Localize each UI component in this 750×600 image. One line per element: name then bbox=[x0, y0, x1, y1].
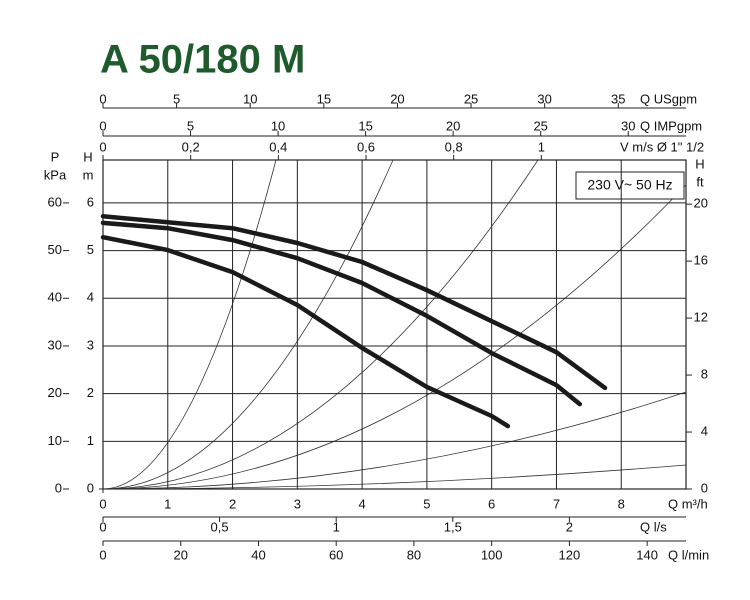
system-curve bbox=[102, 159, 394, 490]
x-tick-label: 5 bbox=[173, 91, 180, 106]
y-axis-label: H bbox=[83, 149, 92, 164]
axis-label: P bbox=[51, 149, 60, 164]
x-tick-label: 120 bbox=[559, 547, 581, 562]
x-tick-label: 40 bbox=[251, 547, 265, 562]
x-tick-label: 20 bbox=[446, 118, 460, 133]
y-tick-label: 60 bbox=[48, 194, 62, 209]
x-tick-label: 30 bbox=[621, 118, 635, 133]
y-tick-label: 8 bbox=[701, 366, 708, 381]
x-tick-label: 0,6 bbox=[357, 139, 375, 154]
y-tick-label: 40 bbox=[48, 290, 62, 305]
axis-label: V m/s Ø 1" 1/2 bbox=[620, 139, 704, 154]
x-tick-label: 1,5 bbox=[444, 519, 462, 534]
x-tick-label: 100 bbox=[481, 547, 503, 562]
x-tick-label: 80 bbox=[407, 547, 421, 562]
y-tick-label: 20 bbox=[694, 196, 708, 211]
y-tick-label: 10 bbox=[48, 433, 62, 448]
x-tick-label: 6 bbox=[488, 496, 495, 511]
x-tick-label: 1 bbox=[164, 496, 171, 511]
system-curves bbox=[102, 159, 687, 490]
y-tick-label: 3 bbox=[87, 337, 94, 352]
pump-curve bbox=[100, 214, 608, 391]
y-tick-label: 4 bbox=[701, 423, 708, 438]
x-tick-label: 3 bbox=[294, 496, 301, 511]
y-tick-label: 30 bbox=[48, 337, 62, 352]
y-tick-label: 16 bbox=[694, 253, 708, 268]
x-tick-label: 25 bbox=[464, 91, 478, 106]
plot-frame bbox=[102, 159, 687, 490]
y-tick-label: 6 bbox=[87, 194, 94, 209]
y-tick-label: 4 bbox=[87, 290, 94, 305]
system-curve bbox=[102, 159, 539, 490]
y-tick-label: 12 bbox=[694, 310, 708, 325]
pump-curve bbox=[100, 220, 583, 407]
chart-title: A 50/180 M bbox=[100, 38, 305, 82]
x-tick-label: 30 bbox=[537, 91, 551, 106]
x-tick-label: 5 bbox=[187, 118, 194, 133]
x-tick-label: 8 bbox=[618, 496, 625, 511]
axis-label: kPa bbox=[44, 167, 67, 182]
x-tick-label: 2 bbox=[566, 519, 573, 534]
y-tick-label: 2 bbox=[87, 385, 94, 400]
x-tick-label: 20 bbox=[173, 547, 187, 562]
x-axis-label: Q m³/h bbox=[668, 496, 708, 511]
y-tick-label: 20 bbox=[48, 385, 62, 400]
y-tick-label: 0 bbox=[701, 480, 708, 495]
x-tick-label: 0 bbox=[99, 139, 106, 154]
x-tick-label: 0 bbox=[99, 547, 106, 562]
x-tick-label: 15 bbox=[358, 118, 372, 133]
system-curve bbox=[102, 391, 687, 490]
x-tick-label: 0,8 bbox=[445, 139, 463, 154]
x-tick-label: 10 bbox=[271, 118, 285, 133]
system-curve bbox=[102, 159, 277, 490]
axis-label: H bbox=[695, 156, 704, 171]
x-tick-label: 35 bbox=[611, 91, 625, 106]
x-tick-label: 25 bbox=[533, 118, 547, 133]
x-tick-label: 140 bbox=[636, 547, 658, 562]
system-curve bbox=[102, 184, 687, 490]
axis-label: Q l/min bbox=[668, 547, 709, 562]
y-tick-label: 50 bbox=[48, 242, 62, 257]
x-tick-label: 5 bbox=[423, 496, 430, 511]
x-tick-label: 0,4 bbox=[269, 139, 287, 154]
x-tick-label: 60 bbox=[329, 547, 343, 562]
system-curve bbox=[102, 464, 687, 490]
axis-label: Q USgpm bbox=[640, 91, 697, 106]
x-tick-label: 0,2 bbox=[182, 139, 200, 154]
x-tick-label: 10 bbox=[243, 91, 257, 106]
y-tick-label: 0 bbox=[55, 480, 62, 495]
y-axis-label: m bbox=[83, 167, 94, 182]
annotation-box bbox=[575, 171, 685, 200]
x-tick-label: 1 bbox=[538, 139, 545, 154]
x-tick-label: 4 bbox=[358, 496, 365, 511]
x-tick-label: 1 bbox=[333, 519, 340, 534]
x-tick-label: 7 bbox=[553, 496, 560, 511]
axis-label: Q l/s bbox=[640, 519, 667, 534]
y-tick-label: 1 bbox=[87, 433, 94, 448]
x-tick-label: 0 bbox=[99, 91, 106, 106]
pump-curve bbox=[100, 234, 511, 429]
y-tick-label: 5 bbox=[87, 242, 94, 257]
x-tick-label: 0 bbox=[99, 118, 106, 133]
axis-label: Q IMPgpm bbox=[640, 118, 702, 133]
x-tick-label: 20 bbox=[390, 91, 404, 106]
x-tick-label: 2 bbox=[229, 496, 236, 511]
x-tick-label: 0 bbox=[99, 496, 106, 511]
y-tick-label: 0 bbox=[87, 480, 94, 495]
x-tick-label: 15 bbox=[317, 91, 331, 106]
x-tick-label: 0,5 bbox=[211, 519, 229, 534]
x-tick-label: 0 bbox=[99, 519, 106, 534]
axis-label: ft bbox=[696, 174, 704, 189]
annotation: 230 V~ 50 Hz bbox=[587, 177, 672, 193]
